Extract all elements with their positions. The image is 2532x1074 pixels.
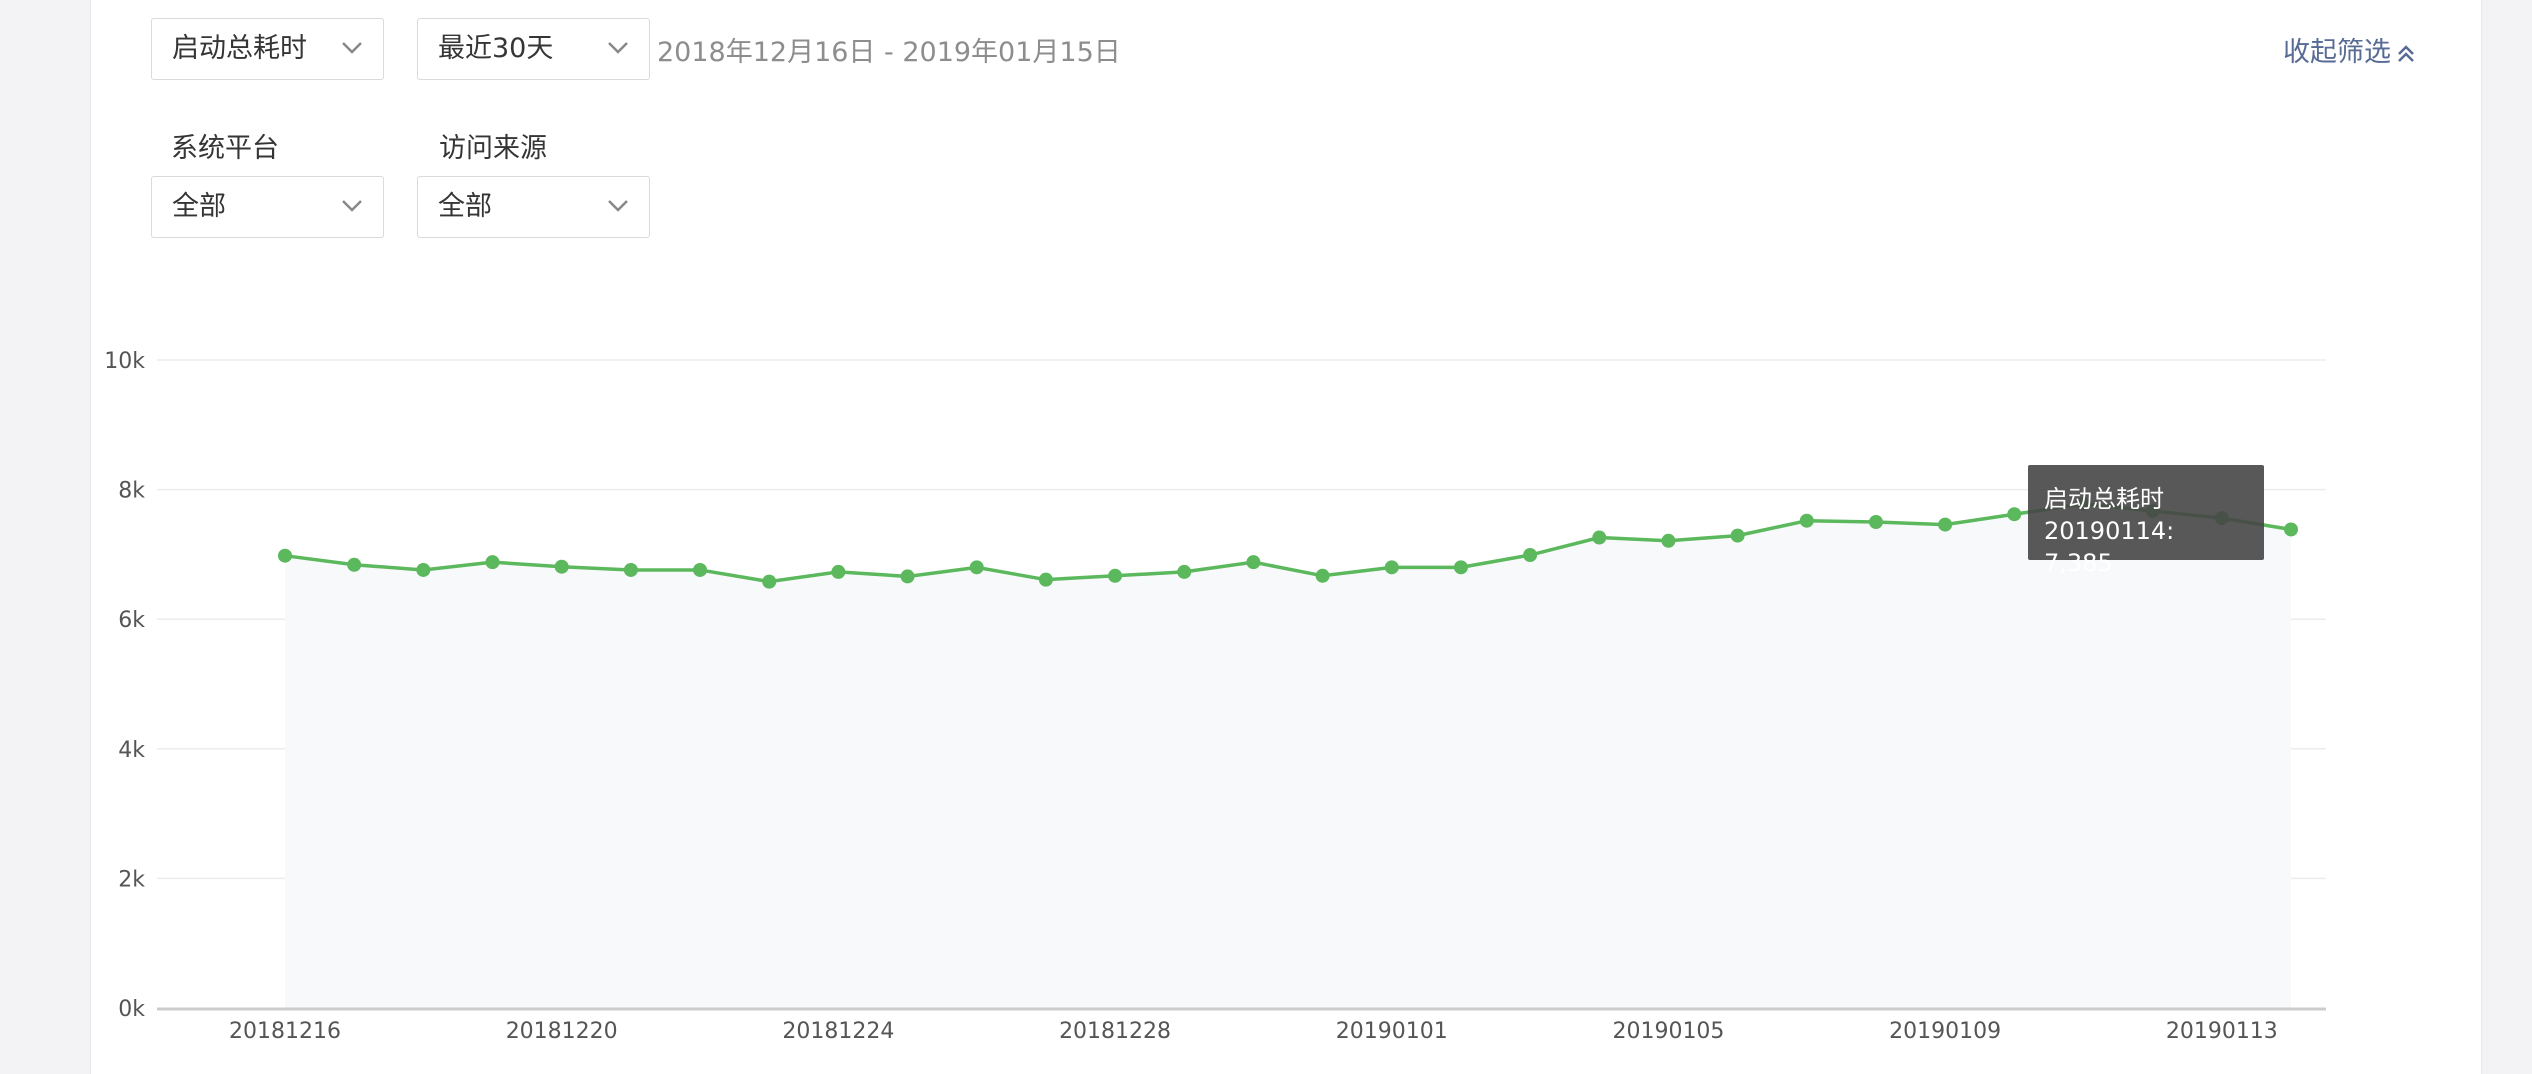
x-tick-label: 20190101 [1336,1019,1448,1044]
tooltip-value: 20190114: 7,385 [2044,517,2175,577]
data-point [762,574,777,589]
filter-card: 0k 2k 4k 6k 8k 10k 20181216 20181220 20181224 201… [90,0,2482,1074]
data-point [900,569,915,584]
data-point [485,555,500,570]
platform-select[interactable]: 全部 [151,176,384,238]
data-point [347,557,362,572]
data-point [623,562,638,577]
date-range-text: 2018年12月16日 - 2019年01月15日 [657,37,1121,68]
data-point [416,562,431,577]
series-area [285,503,2291,1008]
line-chart: 0k 2k 4k 6k 8k 10k 20181216 20181220 20181224 201… [104,349,2326,1044]
data-point [1384,560,1399,575]
x-tick-label: 20190105 [1612,1019,1724,1044]
y-tick-label: 6k [118,608,145,633]
data-point [1315,568,1330,583]
data-point [1108,568,1123,583]
x-tick-label: 20190113 [2166,1019,2278,1044]
x-tick-label: 20181220 [506,1019,618,1044]
data-point [1868,515,1883,529]
date-range-select[interactable]: 最近30天 [417,18,650,80]
data-point [1177,564,1192,579]
chevron-down-icon [342,200,362,212]
data-point [554,559,569,574]
chevron-down-icon [608,200,628,212]
x-tick-label: 20190109 [1889,1019,2001,1044]
metric-select-value: 启动总耗时 [172,33,307,64]
data-point [693,562,708,577]
data-point [2284,522,2298,537]
chart-tooltip: 启动总耗时 20190114: 7,385 [2028,465,2264,577]
y-tick-label: 4k [118,738,145,763]
y-tick-label: 2k [118,867,145,892]
source-select-value: 全部 [438,191,492,222]
data-point [969,560,984,575]
y-tick-label: 8k [118,479,145,504]
platform-select-value: 全部 [172,191,226,222]
data-point [1661,533,1676,548]
tooltip-title: 启动总耗时 [2044,485,2164,513]
data-point [1592,530,1607,545]
data-point [1730,528,1745,543]
x-tick-label: 20181228 [1059,1019,1171,1044]
platform-label: 系统平台 [171,133,279,164]
collapse-filter-link[interactable]: 收起筛选 [2283,30,2415,69]
metric-select[interactable]: 启动总耗时 [151,18,384,80]
chevron-down-icon [342,42,362,54]
series-line [284,502,2292,584]
source-select[interactable]: 全部 [417,176,650,238]
source-label: 访问来源 [439,133,547,164]
x-tick-label: 20181216 [229,1019,341,1044]
data-point [1038,572,1053,587]
double-chevron-up-icon [2398,44,2414,62]
data-point [1938,517,1953,532]
data-point [278,548,292,563]
data-point [1523,548,1538,563]
data-point [831,564,846,579]
y-tick-label: 0k [118,997,145,1022]
chevron-down-icon [608,42,628,54]
collapse-filter-label: 收起筛选 [2283,37,2391,68]
data-point [1799,513,1814,528]
data-point [1246,555,1261,570]
data-point [2007,507,2022,522]
x-tick-label: 20181224 [782,1019,894,1044]
y-tick-label: 10k [104,349,145,374]
date-range-select-value: 最近30天 [438,33,554,64]
data-point [1453,560,1468,575]
